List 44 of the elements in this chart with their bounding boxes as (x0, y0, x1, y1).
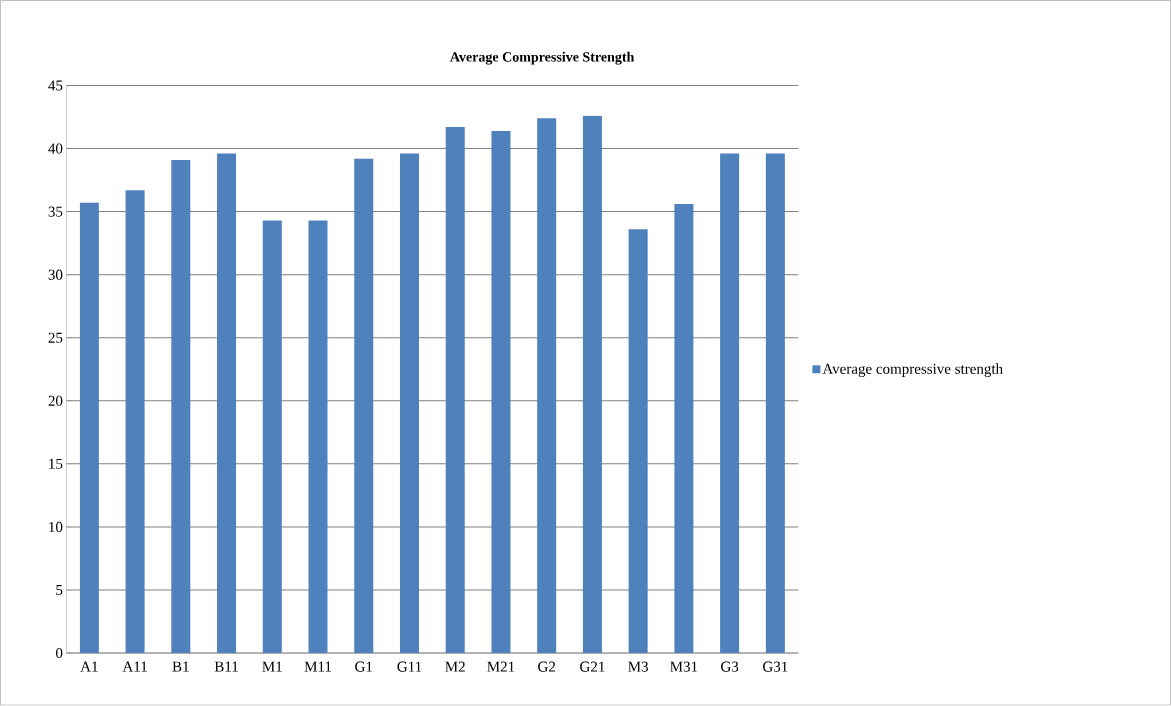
chart-title: Average Compressive Strength (450, 52, 635, 65)
y-tick-label: 45 (48, 80, 63, 91)
y-tick-label: 10 (49, 522, 63, 533)
x-tick-label: B11 (214, 661, 238, 672)
bar (720, 153, 740, 654)
y-tick-label: 0 (56, 648, 63, 659)
bar (171, 160, 191, 654)
bar (79, 203, 99, 654)
bar (491, 131, 511, 654)
x-tick-label: A1 (80, 661, 98, 672)
bar (445, 127, 465, 654)
x-tick-label: M31 (670, 661, 698, 672)
y-tick-label: 15 (49, 459, 63, 470)
x-tick-label: B1 (172, 661, 189, 672)
x-tick-label: A11 (122, 661, 147, 672)
x-tick-label: G3 (721, 661, 739, 672)
bar (125, 190, 145, 654)
bar (537, 118, 557, 654)
bar (628, 229, 648, 654)
x-tick-label: M11 (304, 661, 332, 672)
y-tick-label: 5 (56, 585, 63, 596)
y-tick-label: 35 (48, 206, 63, 217)
x-tick-label: M3 (628, 661, 648, 672)
bar (354, 158, 374, 654)
x-tick-label: M2 (445, 661, 465, 672)
bar (262, 220, 282, 654)
x-tick-label: G11 (397, 661, 422, 672)
bar (399, 153, 419, 654)
y-tick-label: 30 (48, 269, 63, 280)
x-tick-label: M1 (262, 661, 282, 672)
x-tick-label: M21 (487, 661, 515, 672)
bar (217, 153, 237, 654)
bar (308, 220, 328, 654)
x-tick-label: G21 (580, 661, 605, 672)
bar (674, 204, 694, 654)
bar (765, 153, 785, 654)
x-tick-label: G1 (355, 661, 373, 672)
x-tick-label: G31 (763, 661, 788, 672)
y-tick-label: 40 (48, 143, 63, 154)
bar (582, 115, 602, 654)
y-tick-label: 20 (48, 395, 63, 407)
y-tick-label: 25 (48, 332, 63, 344)
legend-label: Average compressive strength (822, 363, 1003, 378)
x-tick-label: G2 (538, 661, 556, 672)
